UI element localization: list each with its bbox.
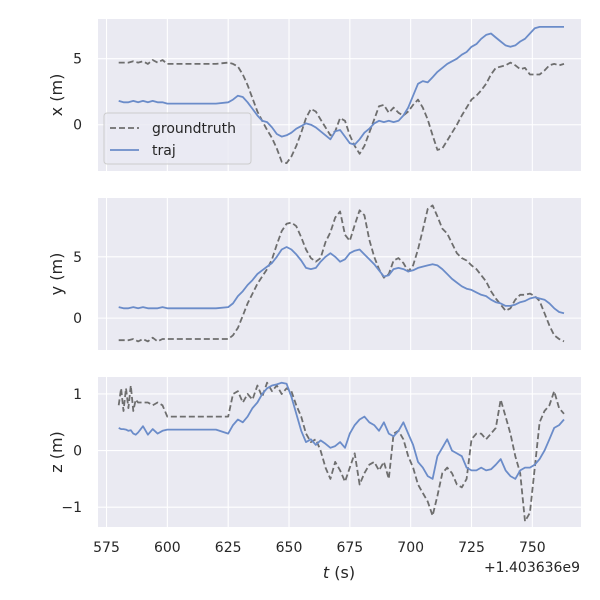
series-line-groundtruth [118, 59, 565, 164]
y-axis-label: x (m) [47, 74, 66, 117]
series-line-traj [118, 381, 565, 480]
legend: groundtruth traj [103, 112, 252, 165]
legend-label-traj: traj [152, 143, 176, 159]
legend-box [103, 112, 252, 165]
x-tick-label: 675 [336, 540, 363, 556]
x-offset-label: +1.403636e9 [484, 560, 580, 576]
subplot-z: 575 600 625 650 675 700 725 750 −1 0 1 z (m) [47, 377, 581, 556]
x-tick-label: 700 [397, 540, 424, 556]
x-tick-label: 750 [519, 540, 546, 556]
y-axis-label: y (m) [47, 253, 66, 296]
x-tick-label: 725 [458, 540, 485, 556]
y-tick-label: 0 [73, 444, 82, 460]
y-tick-label: 0 [73, 118, 82, 134]
x-tick-label: 600 [154, 540, 181, 556]
series-line-traj [118, 26, 564, 146]
plot-area [98, 198, 581, 350]
x-tick-label: 575 [93, 540, 120, 556]
y-axis-label: z (m) [47, 431, 66, 473]
subplot-y: 0 5 y (m) [47, 198, 581, 350]
x-axis-label: t (s) [323, 563, 355, 582]
plot-area [98, 377, 581, 527]
series-line-groundtruth [117, 381, 565, 523]
y-tick-label: −1 [61, 500, 82, 516]
legend-label-groundtruth: groundtruth [152, 121, 236, 137]
y-tick-label: 1 [73, 387, 82, 403]
x-tick-label: 650 [276, 540, 303, 556]
x-tick-label: 625 [215, 540, 242, 556]
series-line-groundtruth [118, 204, 565, 343]
y-tick-label: 5 [73, 250, 82, 266]
series-line-traj [118, 246, 565, 315]
y-tick-label: 0 [73, 311, 82, 327]
y-tick-label: 5 [73, 52, 82, 68]
